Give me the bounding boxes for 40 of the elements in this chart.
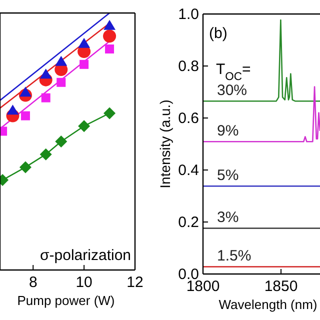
y-tick-label: 0.2	[178, 214, 199, 231]
annotation: (b)	[209, 25, 228, 42]
y-tick-label: 0.4	[178, 162, 199, 179]
x-tick-label: 1850	[264, 278, 298, 295]
point	[78, 38, 90, 48]
point	[40, 148, 52, 160]
y-tick-label: 0.6	[178, 110, 199, 127]
point	[41, 93, 50, 102]
point	[103, 30, 116, 43]
point	[80, 60, 89, 69]
point	[40, 68, 52, 79]
y-tick-label: 0.8	[178, 58, 199, 75]
point	[105, 44, 114, 54]
series-label: 30%	[217, 82, 248, 100]
x-tick-label: 10	[76, 274, 92, 291]
annotation: σ-polarization	[40, 247, 131, 264]
x-axis-title: Pump power (W)	[17, 293, 115, 308]
y-axis-title: Intensity (a.u.)	[157, 100, 173, 188]
x-tick-label: 8	[28, 274, 38, 291]
series-label: 3%	[217, 209, 239, 226]
line-series	[203, 19, 320, 102]
point	[20, 111, 30, 120]
point	[104, 20, 116, 30]
point	[55, 136, 68, 148]
x-tick-label: 12	[126, 274, 144, 291]
point	[19, 86, 32, 97]
point	[78, 120, 90, 132]
point	[56, 78, 66, 87]
annotation: T$_{OC}$=	[216, 61, 252, 83]
point	[19, 161, 32, 174]
x-axis-title: Wavelength (nm)	[218, 297, 318, 312]
y-tick-label: 1.0	[178, 6, 199, 23]
point	[104, 107, 116, 120]
point	[6, 104, 19, 115]
series-label: 9%	[217, 122, 239, 140]
x-tick-label: 1800	[186, 278, 220, 295]
line-series	[203, 86, 320, 142]
series-label: 1.5%	[217, 248, 252, 265]
series-label: 5%	[217, 167, 239, 184]
point	[55, 56, 68, 66]
